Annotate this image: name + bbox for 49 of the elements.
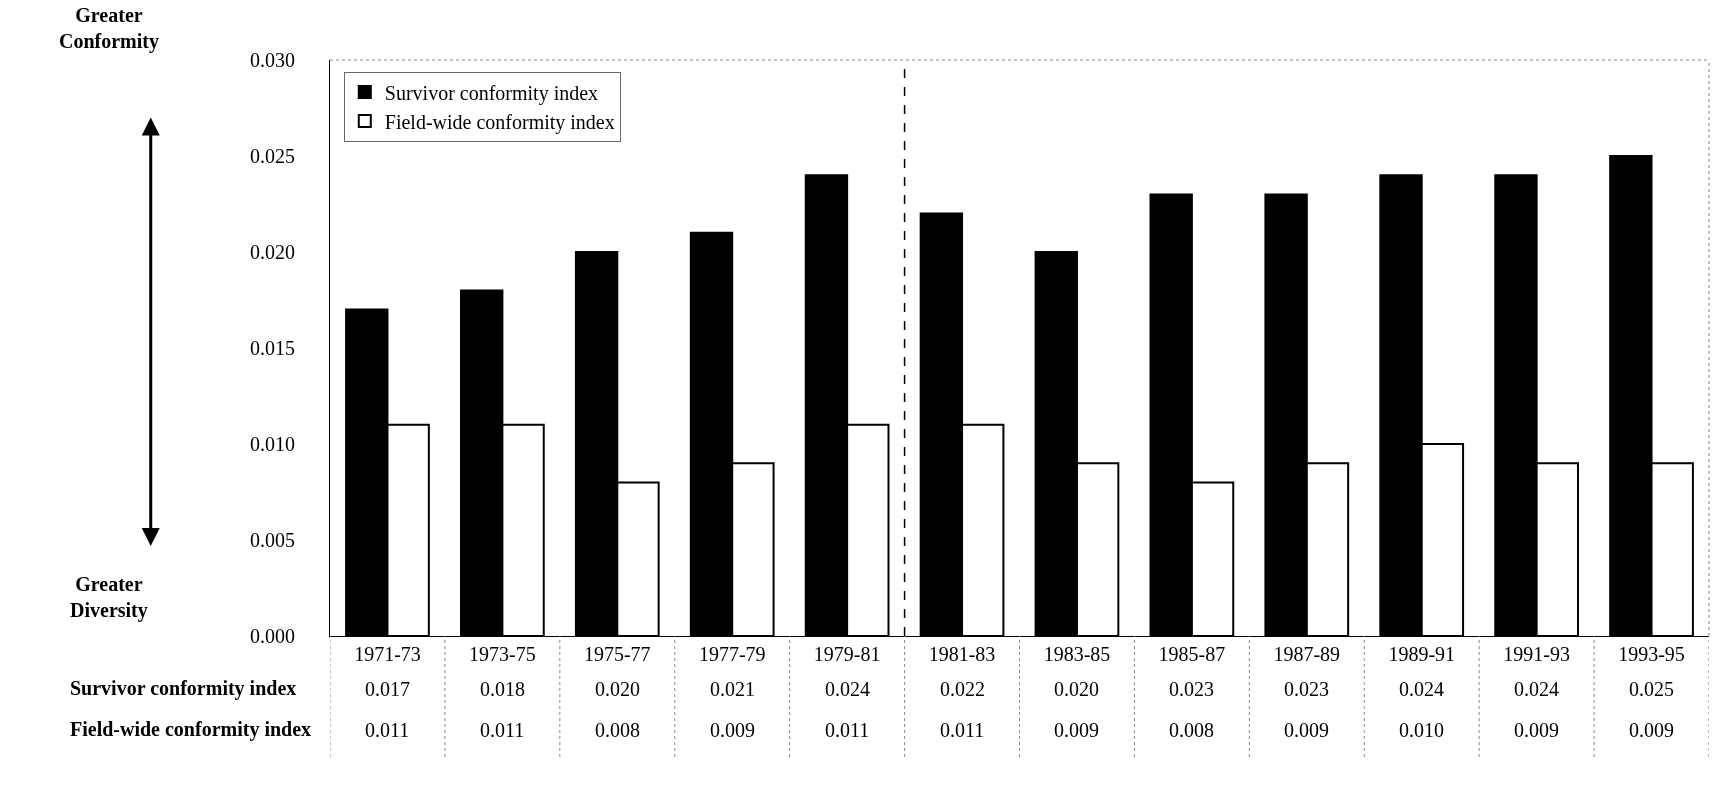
y-tick-label: 0.010 [250, 433, 295, 455]
x-tick-label: 1987-89 [1273, 643, 1341, 665]
data-label: 0.011 [825, 719, 870, 741]
x-tick-label: 1983-85 [1043, 643, 1111, 665]
data-label: 0.011 [365, 719, 410, 741]
x-tick-label: 1975-77 [583, 643, 651, 665]
text: Greater Diversity [70, 573, 148, 622]
y-tick-label: 0.005 [250, 529, 295, 551]
y-tick-label: 0.015 [250, 337, 295, 359]
x-tick-label: 1981-83 [928, 643, 996, 665]
x-tick-label: 1989-91 [1388, 643, 1456, 665]
text: Survivor conformity index [70, 677, 297, 699]
x-tick-label: 1985-87 [1158, 643, 1226, 665]
x-tick-label: 1977-79 [698, 643, 766, 665]
y-tick-label: 0.025 [250, 145, 295, 167]
data-label: 0.021 [710, 678, 755, 700]
data-label: 0.009 [1054, 719, 1099, 741]
text: Greater Conformity [59, 4, 159, 53]
x-tick-label: 1971-73 [354, 643, 421, 665]
data-label: 0.018 [480, 678, 525, 700]
data-label: 0.009 [1629, 719, 1674, 741]
data-label: 0.024 [1514, 678, 1559, 700]
data-label: 0.023 [1284, 678, 1329, 700]
data-label: 0.020 [595, 678, 640, 700]
data-label: 0.024 [1399, 678, 1444, 700]
data-label: 0.022 [940, 678, 985, 700]
data-label: 0.009 [1284, 719, 1329, 741]
text: Field-wide conformity index [70, 718, 312, 740]
data-label: 0.017 [365, 678, 410, 700]
data-label: 0.023 [1169, 678, 1214, 700]
y-tick-label: 0.020 [250, 241, 295, 263]
data-label: 0.009 [710, 719, 755, 741]
x-tick-label: 1973-75 [469, 643, 536, 665]
legend-label: Field-wide conformity index [384, 110, 615, 134]
data-label: 0.009 [1514, 719, 1559, 741]
y-tick-label: 0.000 [250, 625, 295, 647]
x-tick-label: 1993-95 [1618, 643, 1685, 665]
data-label: 0.024 [825, 678, 870, 700]
data-label: 0.008 [595, 719, 640, 741]
data-label: 0.010 [1399, 719, 1444, 741]
data-label: 0.025 [1629, 678, 1674, 700]
data-label: 0.020 [1054, 678, 1099, 700]
data-label: 0.008 [1169, 719, 1214, 741]
data-label: 0.011 [940, 719, 985, 741]
x-tick-label: 1991-93 [1503, 643, 1570, 665]
y-tick-label: 0.030 [250, 49, 295, 71]
x-tick-label: 1979-81 [813, 643, 881, 665]
legend-label: Survivor conformity index [384, 81, 599, 105]
data-label: 0.011 [480, 719, 525, 741]
